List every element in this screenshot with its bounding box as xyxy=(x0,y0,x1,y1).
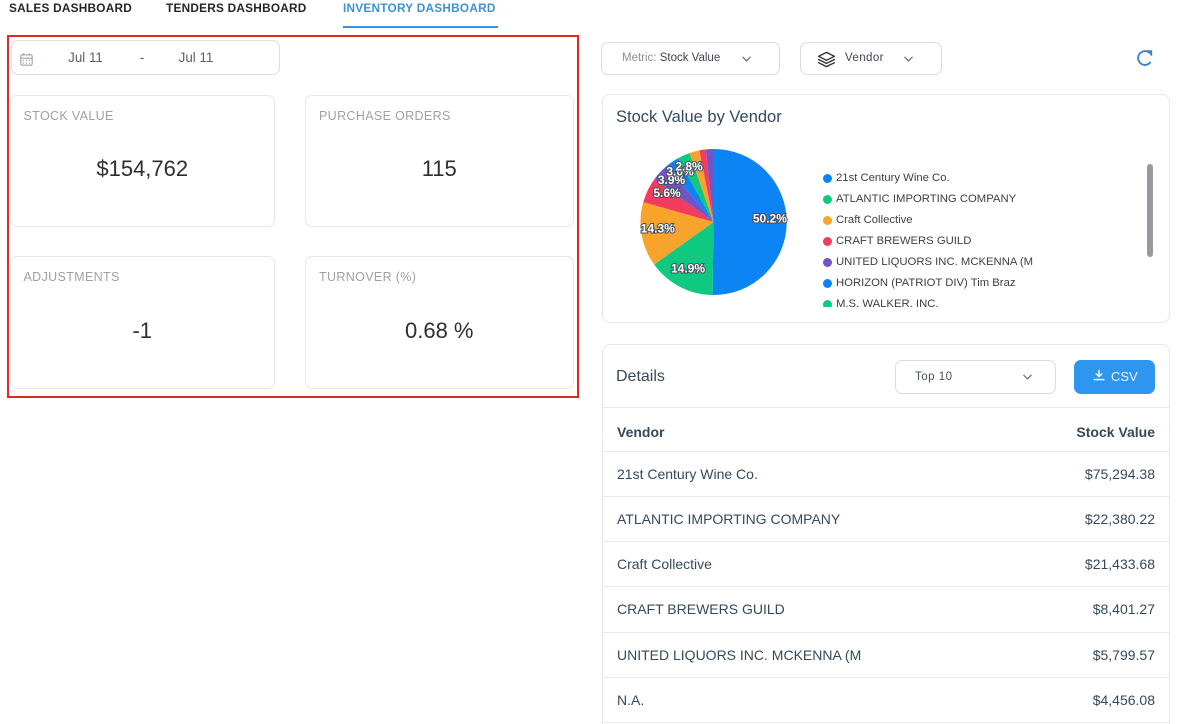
svg-text:2.8%: 2.8% xyxy=(675,160,703,174)
svg-text:14.3%: 14.3% xyxy=(641,221,675,235)
svg-text:3.0%: 3.0% xyxy=(666,165,694,179)
svg-text:50.2%: 50.2% xyxy=(753,212,787,226)
svg-text:3.9%: 3.9% xyxy=(658,173,686,187)
svg-text:5.6%: 5.6% xyxy=(653,186,681,200)
svg-text:14.9%: 14.9% xyxy=(671,261,705,275)
